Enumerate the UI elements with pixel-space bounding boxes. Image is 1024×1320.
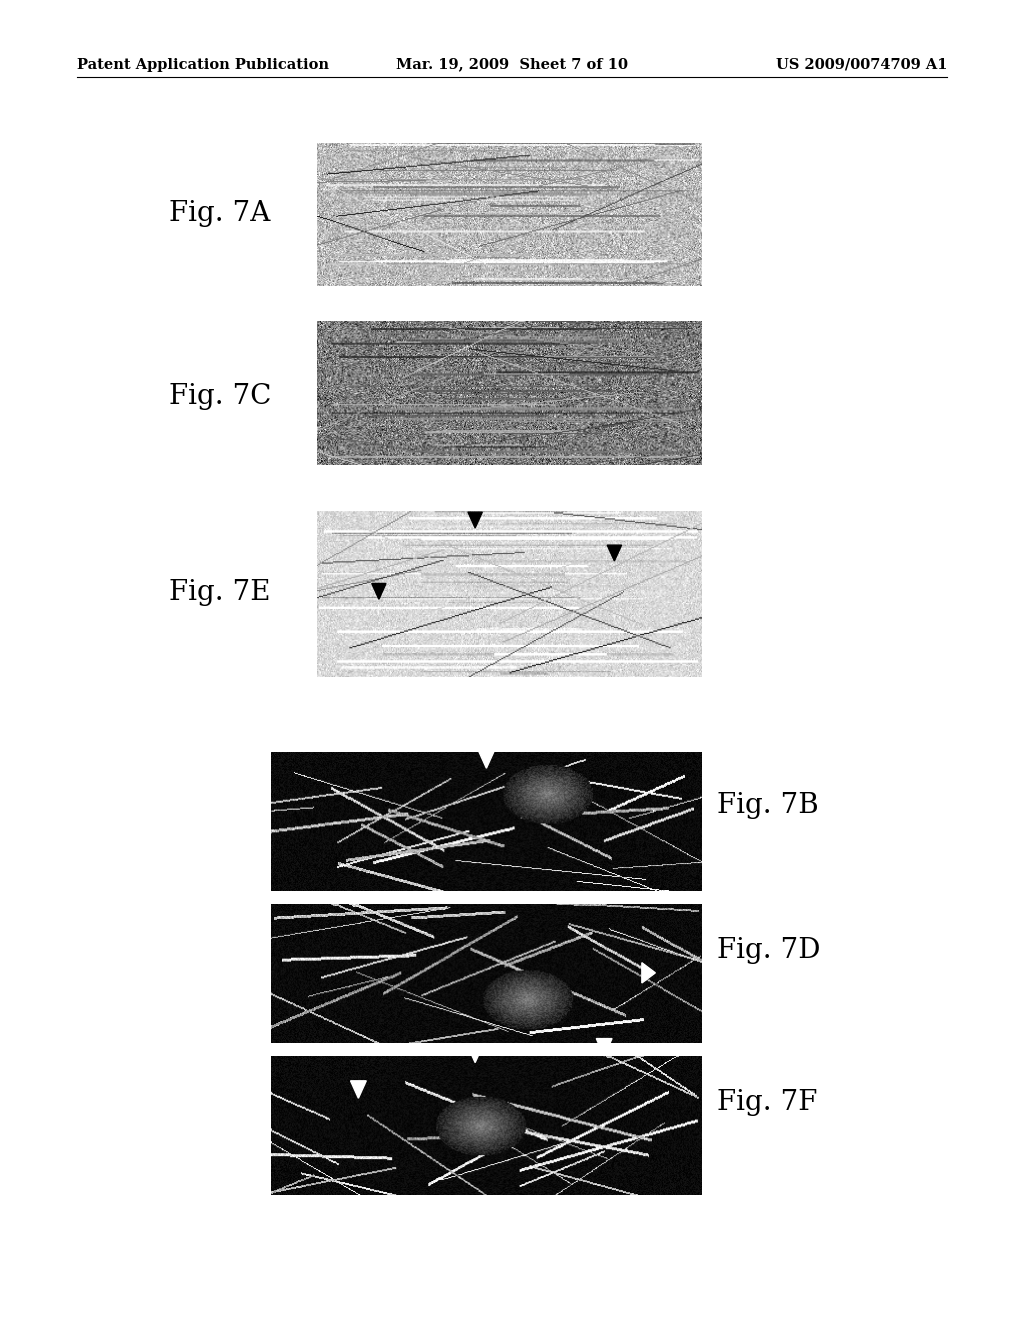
Text: Patent Application Publication: Patent Application Publication — [77, 58, 329, 71]
Polygon shape — [350, 1081, 367, 1098]
Polygon shape — [478, 751, 495, 768]
Text: Fig. 7E: Fig. 7E — [169, 579, 271, 606]
Text: Fig. 7D: Fig. 7D — [717, 937, 820, 964]
Polygon shape — [467, 1045, 483, 1063]
Polygon shape — [642, 962, 655, 983]
Text: Fig. 7C: Fig. 7C — [169, 383, 271, 409]
Polygon shape — [607, 545, 622, 561]
Polygon shape — [468, 512, 482, 528]
Text: Mar. 19, 2009  Sheet 7 of 10: Mar. 19, 2009 Sheet 7 of 10 — [396, 58, 628, 71]
Text: Fig. 7F: Fig. 7F — [717, 1089, 817, 1115]
Text: Fig. 7B: Fig. 7B — [717, 792, 818, 818]
Text: US 2009/0074709 A1: US 2009/0074709 A1 — [776, 58, 947, 71]
Polygon shape — [372, 583, 386, 599]
Text: Fig. 7A: Fig. 7A — [170, 201, 270, 227]
Polygon shape — [596, 1039, 612, 1056]
